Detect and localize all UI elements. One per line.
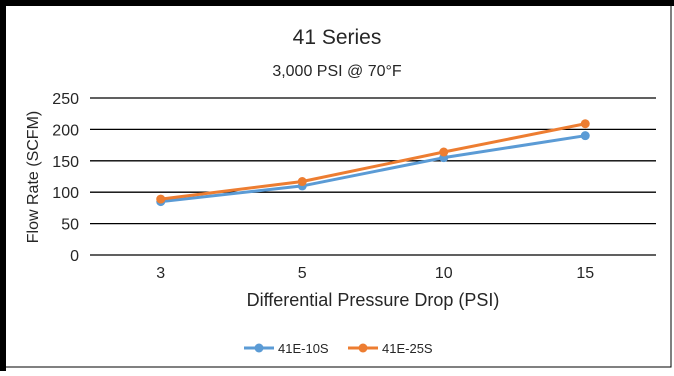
y-tick-label: 200 [52, 122, 79, 139]
y-tick-label: 250 [52, 91, 79, 108]
x-tick-label: 15 [576, 265, 594, 282]
legend-swatch-marker [358, 343, 368, 353]
legend-item-41E-10S: 41E-10S [244, 341, 329, 356]
legend-label: 41E-25S [382, 341, 433, 356]
y-tick-label: 150 [52, 154, 79, 171]
gridlines [90, 97, 656, 256]
x-tick-label: 5 [298, 265, 307, 282]
x-tick-label: 10 [435, 265, 453, 282]
y-axis-label: Flow Rate (SCFM) [25, 111, 42, 243]
series-line-41E-25S [160, 122, 586, 201]
chart-subtitle: 3,000 PSI @ 70°F [272, 63, 402, 80]
y-tick-label: 0 [70, 248, 79, 265]
x-axis-label: Differential Pressure Drop (PSI) [247, 290, 500, 310]
data-point [580, 119, 590, 129]
data-point [156, 194, 166, 204]
data-point [580, 131, 590, 141]
y-tick-label: 50 [61, 217, 79, 234]
legend-item-41E-25S: 41E-25S [348, 341, 433, 356]
x-tick-label: 3 [156, 265, 165, 282]
chart-title: 41 Series [293, 26, 382, 49]
legend-swatch-marker [254, 343, 264, 353]
legend-label: 41E-10S [278, 341, 329, 356]
series-line-41E-10S [160, 134, 586, 204]
data-point [297, 177, 307, 187]
series-lines [156, 119, 590, 207]
series-41E-25S [156, 119, 590, 204]
legend: 41E-10S 41E-25S [244, 341, 433, 356]
data-point [439, 147, 449, 157]
chart-border [2, 4, 672, 368]
y-tick-label: 100 [52, 185, 79, 202]
y-tick-labels: 0 50 100 150 200 250 [52, 91, 79, 265]
x-tick-labels: 3 5 10 15 [156, 265, 594, 282]
